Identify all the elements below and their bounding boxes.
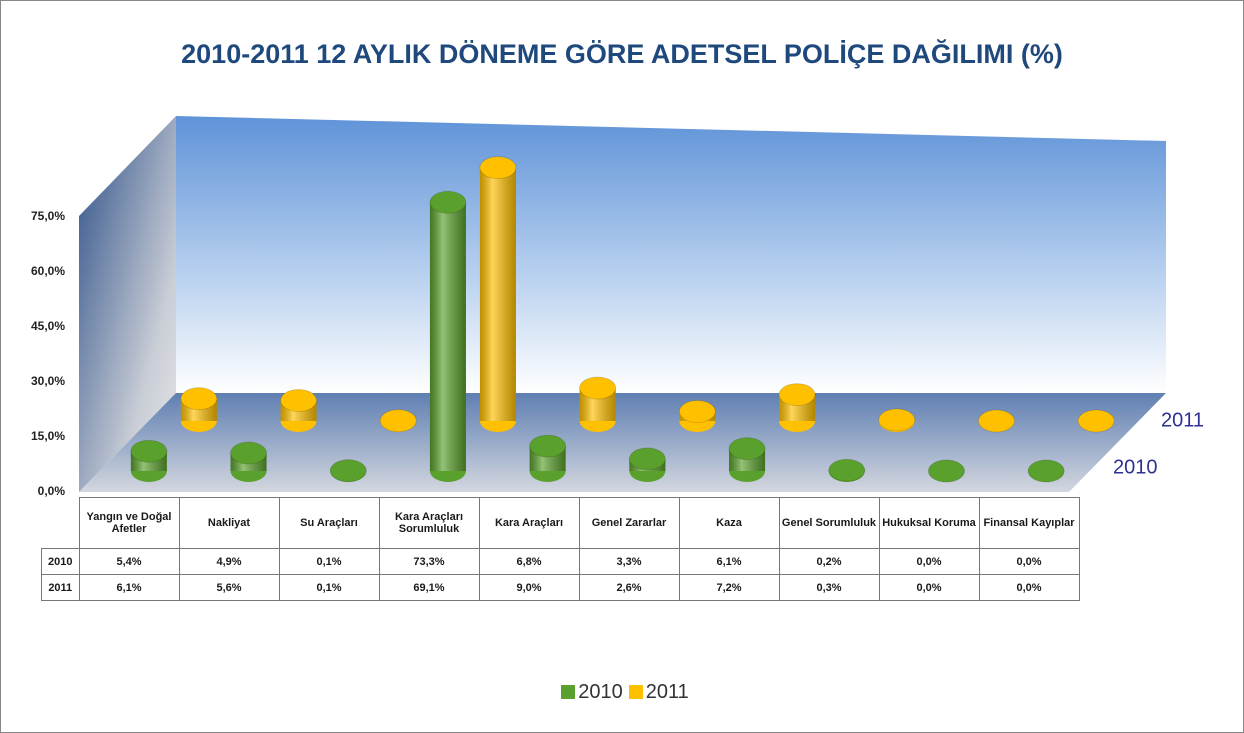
cylinder-top — [728, 437, 766, 461]
table-row: 2011 6,1% 5,6% 0,1% 69,1% 9,0% 2,6% 7,2% 0,3% 0,0… — [41, 574, 1080, 601]
table-header-row: Yangın ve Doğal Afetler Nakliyat Su Araçla… — [42, 497, 1080, 549]
value-label: 0,2% — [778, 548, 880, 575]
cylinder-top — [878, 408, 916, 432]
cylinder-top — [329, 459, 367, 483]
cylinder-top — [678, 399, 716, 423]
value-label: 0,0% — [978, 548, 1080, 575]
value-label: 0,0% — [978, 574, 1080, 601]
value-label: 0,0% — [878, 548, 980, 575]
cylinder-top — [778, 383, 816, 407]
value-label: 9,0% — [478, 574, 580, 601]
value-label: 73,3% — [378, 548, 480, 575]
value-label: 6,1% — [78, 574, 180, 601]
value-label: 6,1% — [678, 548, 780, 575]
cylinder-top — [1027, 459, 1065, 483]
cylinder-top — [479, 156, 517, 180]
value-label: 6,8% — [478, 548, 580, 575]
legend-label: 2010 — [578, 681, 623, 703]
category-label: Finansal Kayıplar — [978, 497, 1080, 549]
cylinder-top — [927, 459, 965, 483]
cylinder-top — [977, 409, 1015, 433]
category-label: Kara Araçları Sorumluluk — [378, 497, 480, 549]
depth-label: 2010 — [1113, 456, 1158, 478]
back-wall — [176, 116, 1166, 393]
cylinder-top — [230, 441, 268, 465]
cylinder-top — [379, 409, 417, 433]
y-tick-label: 30,0% — [31, 374, 65, 388]
legend: 2010 2011 — [1, 681, 1243, 704]
category-label: Kaza — [678, 497, 780, 549]
category-label: Yangın ve Doğal Afetler — [78, 497, 180, 549]
cylinder-top — [280, 388, 318, 412]
side-wall — [79, 116, 176, 492]
value-label: 5,6% — [178, 574, 280, 601]
legend-swatch — [628, 685, 643, 699]
y-tick-label: 60,0% — [31, 264, 65, 278]
y-tick-label: 0,0% — [38, 484, 66, 498]
value-label: 4,9% — [178, 548, 280, 575]
value-label: 69,1% — [378, 574, 480, 601]
data-table: Yangın ve Doğal Afetler Nakliyat Su Araçla… — [41, 497, 1080, 601]
cylinder-top — [130, 439, 168, 463]
row-header: 2010 — [41, 548, 80, 575]
legend-label: 2011 — [645, 681, 689, 703]
cylinder-top — [180, 387, 218, 411]
value-label: 0,0% — [878, 574, 980, 601]
category-label: Kara Araçları — [478, 497, 580, 549]
value-label: 0,1% — [278, 548, 380, 575]
y-tick-label: 15,0% — [31, 429, 65, 443]
value-label: 0,3% — [778, 574, 880, 601]
y-tick-label: 45,0% — [31, 319, 65, 333]
cylinder-top — [579, 376, 617, 400]
category-label: Nakliyat — [178, 497, 280, 549]
cylinder-top — [529, 434, 567, 458]
value-label: 3,3% — [578, 548, 680, 575]
value-label: 0,1% — [278, 574, 380, 601]
cylinder-top — [628, 447, 666, 471]
value-label: 2,6% — [578, 574, 680, 601]
category-label: Genel Sorumluluk — [778, 497, 880, 549]
row-header: 2011 — [41, 574, 80, 601]
depth-label: 2011 — [1161, 409, 1204, 431]
value-label: 5,4% — [78, 548, 180, 575]
bar-shade — [479, 167, 516, 421]
corner-cell — [42, 498, 80, 549]
y-tick-label: 75,0% — [31, 209, 65, 223]
legend-swatch — [561, 685, 576, 699]
category-label: Genel Zararlar — [578, 497, 680, 549]
category-label: Hukuksal Koruma — [878, 497, 980, 549]
value-label: 7,2% — [678, 574, 780, 601]
bar-shade — [429, 202, 466, 471]
table-row: 2010 5,4% 4,9% 0,1% 73,3% 6,8% 3,3% 6,1% 0,2% 0,0… — [41, 548, 1080, 575]
cylinder-top — [1077, 409, 1115, 433]
category-label: Su Araçları — [278, 497, 380, 549]
cylinder-top — [429, 190, 467, 214]
cylinder-top — [828, 458, 866, 482]
chart-title: 2010-2011 12 AYLIK DÖNEME GÖRE ADETSEL P… — [181, 38, 1063, 69]
